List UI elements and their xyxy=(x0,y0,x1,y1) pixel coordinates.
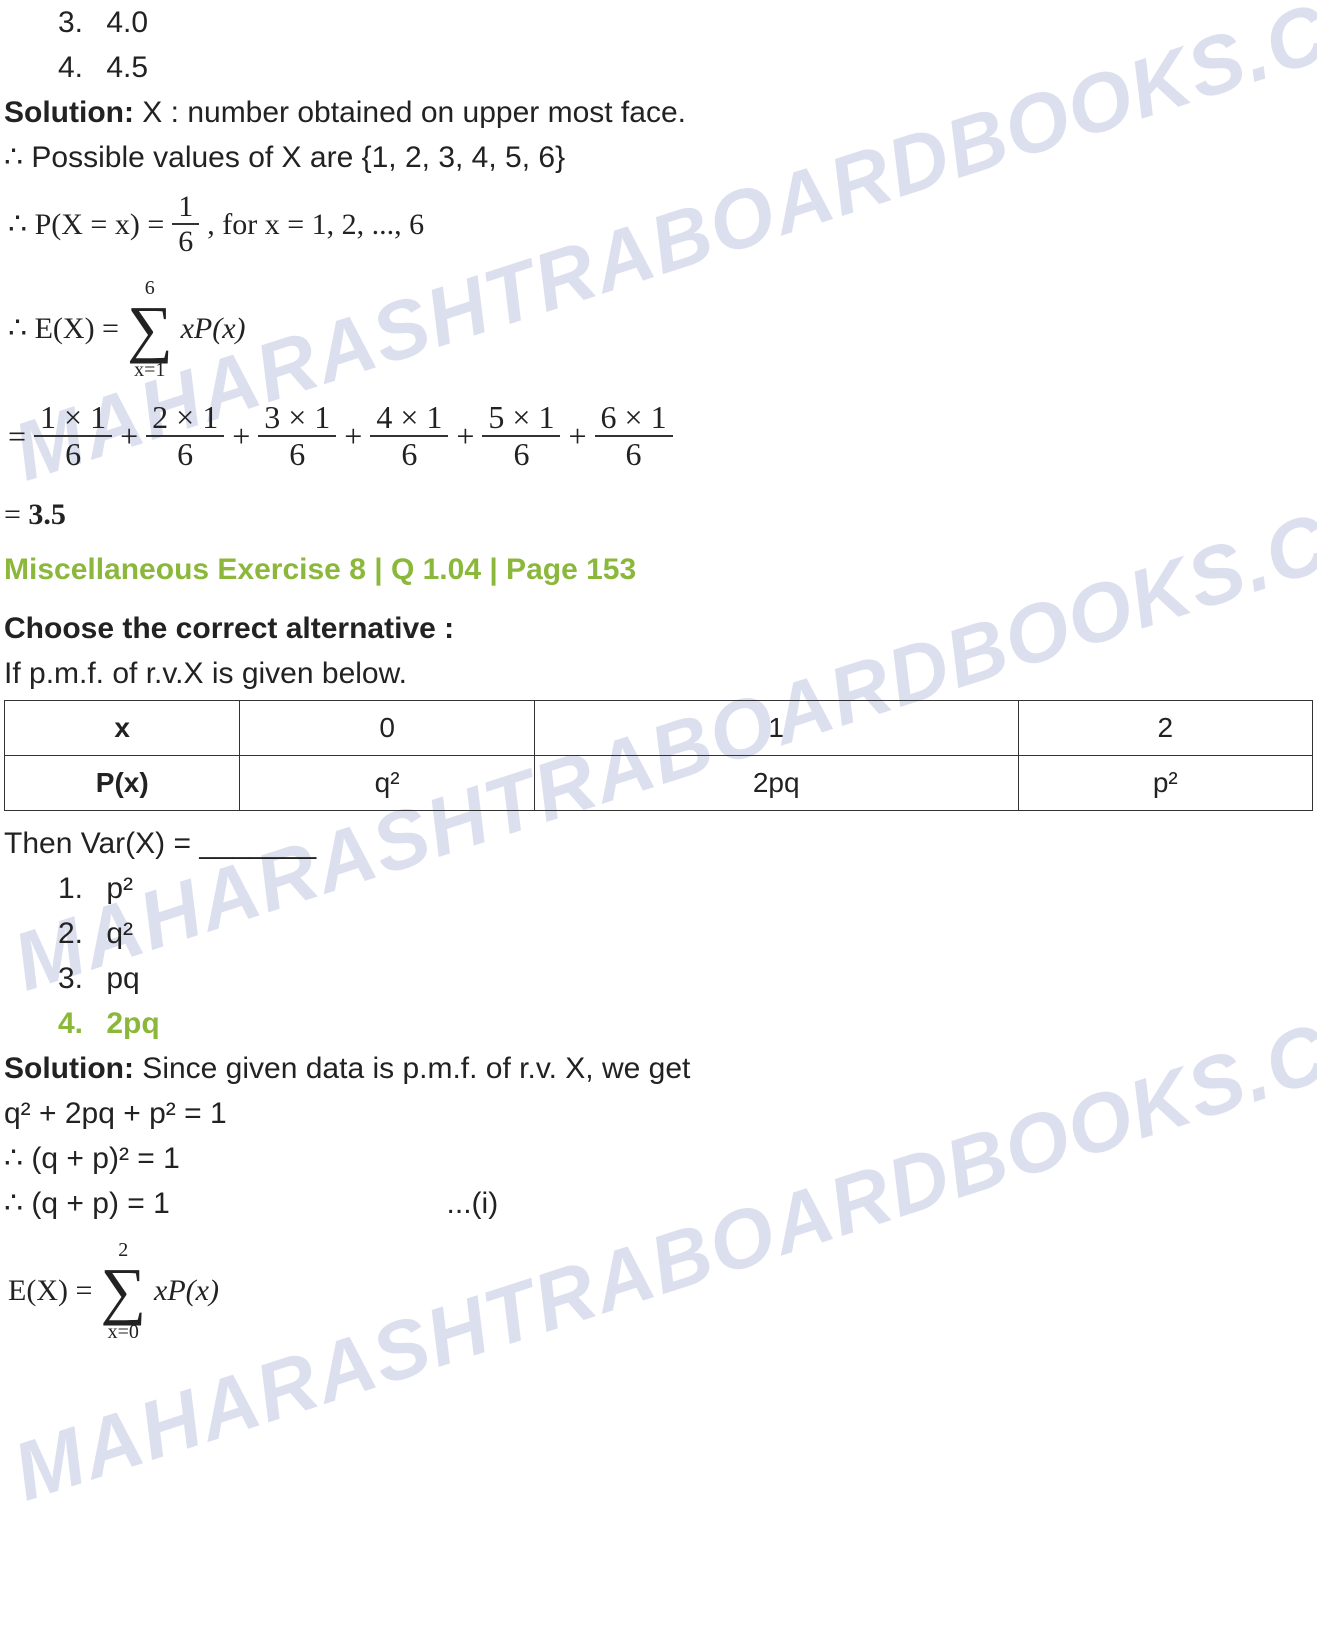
option-text: q² xyxy=(106,917,133,950)
plus: + xyxy=(456,412,474,460)
pxx-prefix: ∴ P(X = x) = xyxy=(8,202,164,247)
term-4: 4 × 16 xyxy=(370,400,448,472)
fraction-num: 4 × 1 xyxy=(370,400,448,437)
option-marker: 4. xyxy=(58,45,98,90)
qp-eq: ∴ (q + p) = 1 xyxy=(4,1187,170,1220)
fraction-den: 6 xyxy=(172,225,199,258)
plus: + xyxy=(568,412,586,460)
table-cell: 2pq xyxy=(534,755,1018,810)
table-cell: 2 xyxy=(1018,700,1312,755)
fraction-num: 1 xyxy=(172,190,199,225)
result-line: = 3.5 xyxy=(4,492,1313,537)
solution2-line3: ∴ (q + p)² = 1 xyxy=(4,1136,1313,1181)
pxx-fraction: 1 6 xyxy=(172,190,199,258)
sigma-body: xP(x) xyxy=(154,1268,219,1313)
sigma-body: xP(x) xyxy=(181,306,246,351)
option-marker: 3. xyxy=(58,0,98,45)
sigma-symbol: ∑ xyxy=(127,300,173,358)
term-2: 2 × 16 xyxy=(146,400,224,472)
solution-line-1: Solution: X : number obtained on upper m… xyxy=(4,90,1313,135)
fraction-den: 6 xyxy=(258,437,336,472)
term-3: 3 × 16 xyxy=(258,400,336,472)
page-content: 3. 4.0 4. 4.5 Solution: X : number obtai… xyxy=(0,0,1317,1394)
option-4: 4. 4.5 xyxy=(58,45,1313,90)
possible-values: ∴ Possible values of X are {1, 2, 3, 4, … xyxy=(4,135,1313,180)
fraction-den: 6 xyxy=(146,437,224,472)
table-row: P(x) q² 2pq p² xyxy=(5,755,1313,810)
term-1: 1 × 16 xyxy=(34,400,112,472)
q2-option-1: 1. p² xyxy=(58,866,1313,911)
option-text: 4.0 xyxy=(106,6,148,39)
term-5: 5 × 16 xyxy=(482,400,560,472)
solution-label: Solution: xyxy=(4,96,134,129)
solution2-line1: Solution: Since given data is p.m.f. of … xyxy=(4,1046,1313,1091)
table-cell: p² xyxy=(1018,755,1312,810)
table-cell: q² xyxy=(240,755,534,810)
option-marker: 1. xyxy=(58,866,98,911)
pxx-line: ∴ P(X = x) = 1 6 , for x = 1, 2, ..., 6 xyxy=(4,190,1313,258)
fraction-num: 2 × 1 xyxy=(146,400,224,437)
option-marker: 4. xyxy=(58,1001,98,1046)
fraction-den: 6 xyxy=(482,437,560,472)
plus: + xyxy=(344,412,362,460)
option-3: 3. 4.0 xyxy=(58,0,1313,45)
fraction-num: 6 × 1 xyxy=(595,400,673,437)
option-marker: 3. xyxy=(58,956,98,1001)
sigma-operator: 6 ∑ x=1 xyxy=(127,276,173,382)
option-text: 4.5 xyxy=(106,51,148,84)
section-heading: Miscellaneous Exercise 8 | Q 1.04 | Page… xyxy=(4,547,1313,592)
plus: + xyxy=(232,412,250,460)
table-cell: 0 xyxy=(240,700,534,755)
q2-option-3: 3. pq xyxy=(58,956,1313,1001)
solution-label: Solution: xyxy=(4,1052,134,1085)
table-header: x xyxy=(5,700,240,755)
var-line: Then Var(X) = _______ xyxy=(4,821,1313,866)
table-header: P(x) xyxy=(5,755,240,810)
q2-option-4: 4. 2pq xyxy=(58,1001,1313,1046)
ex2-sum-line: E(X) = 2 ∑ x=0 xP(x) xyxy=(4,1238,1313,1344)
ex-prefix: ∴ E(X) = xyxy=(8,306,119,351)
solution-text: X : number obtained on upper most face. xyxy=(134,96,686,129)
eq-ref: ...(i) xyxy=(447,1187,499,1220)
fraction-num: 1 × 1 xyxy=(34,400,112,437)
solution2-line4: ∴ (q + p) = 1 ...(i) xyxy=(4,1181,1313,1226)
pmf-table: x 0 1 2 P(x) q² 2pq p² xyxy=(4,700,1313,811)
sigma-operator: 2 ∑ x=0 xyxy=(100,1238,146,1344)
pmf-intro: If p.m.f. of r.v.X is given below. xyxy=(4,651,1313,696)
solution-text: Since given data is p.m.f. of r.v. X, we… xyxy=(134,1052,690,1085)
fraction-den: 6 xyxy=(595,437,673,472)
expansion-line: = 1 × 16 + 2 × 16 + 3 × 16 + 4 × 16 + 5 … xyxy=(4,400,1313,472)
fraction-den: 6 xyxy=(370,437,448,472)
expansion-lead: = xyxy=(8,412,26,460)
solution2-line2: q² + 2pq + p² = 1 xyxy=(4,1091,1313,1136)
ex-sum-line: ∴ E(X) = 6 ∑ x=1 xP(x) xyxy=(4,276,1313,382)
fraction-num: 5 × 1 xyxy=(482,400,560,437)
sigma-symbol: ∑ xyxy=(100,1262,146,1320)
q2-option-2: 2. q² xyxy=(58,911,1313,956)
fraction-den: 6 xyxy=(34,437,112,472)
option-text: pq xyxy=(106,962,139,995)
option-text: p² xyxy=(106,872,133,905)
plus: + xyxy=(120,412,138,460)
ex2-prefix: E(X) = xyxy=(8,1268,92,1313)
fraction-num: 3 × 1 xyxy=(258,400,336,437)
option-marker: 2. xyxy=(58,911,98,956)
option-text: 2pq xyxy=(106,1007,159,1040)
table-cell: 1 xyxy=(534,700,1018,755)
choose-alternative: Choose the correct alternative : xyxy=(4,606,1313,651)
term-6: 6 × 16 xyxy=(595,400,673,472)
table-row: x 0 1 2 xyxy=(5,700,1313,755)
pxx-suffix: , for x = 1, 2, ..., 6 xyxy=(207,202,424,247)
